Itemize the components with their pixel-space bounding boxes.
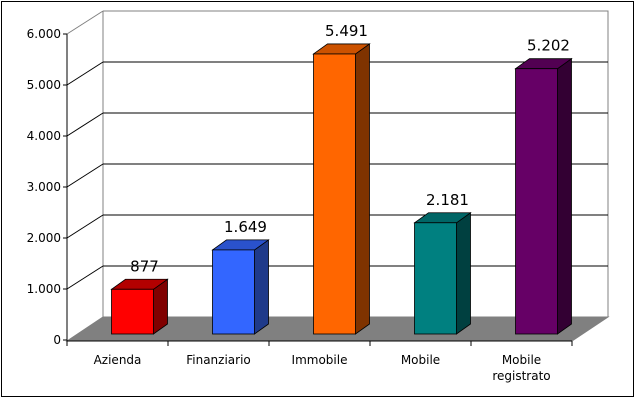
y-tick-label: 5.000 <box>27 78 61 92</box>
y-tick-label: 3.000 <box>27 180 61 194</box>
bar-azienda <box>110 278 169 335</box>
y-tick-label: 1.000 <box>27 282 61 296</box>
data-label: 5.491 <box>325 22 368 40</box>
bar-mobile <box>413 211 472 335</box>
bar-finanziario <box>211 239 270 335</box>
x-category-label: Azienda <box>94 353 142 367</box>
bar-immobile <box>312 43 371 335</box>
y-tick-label: 2.000 <box>27 231 61 245</box>
x-category-label: Finanziario <box>186 353 251 367</box>
data-label: 5.202 <box>527 37 570 55</box>
y-tick-label: 0 <box>53 333 61 347</box>
data-label: 877 <box>130 257 159 275</box>
y-tick-label: 6.000 <box>27 27 61 41</box>
data-label: 2.181 <box>426 191 469 209</box>
y-tick-label: 4.000 <box>27 129 61 143</box>
gridline <box>66 10 104 35</box>
x-category-label: Mobile <box>502 353 541 367</box>
x-category-label: Mobile <box>401 353 440 367</box>
bar-mobile-registrato <box>514 57 573 335</box>
x-category-label: registrato <box>492 369 550 383</box>
data-label: 1.649 <box>224 218 267 236</box>
x-category-label: Immobile <box>292 353 348 367</box>
